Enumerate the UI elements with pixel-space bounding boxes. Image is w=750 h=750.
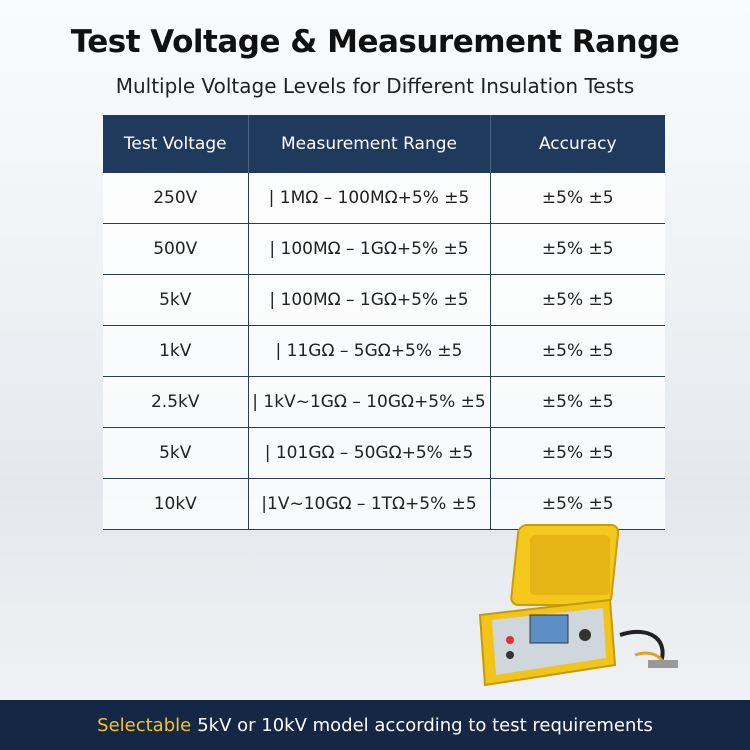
table-cell: 5kV <box>103 427 249 479</box>
table-row: 2.5kV | 1kV~1GΩ – 10GΩ+5% ±5 ±5% ±5 <box>103 376 665 428</box>
table-cell: | 1MΩ – 100MΩ+5% ±5 <box>248 173 491 224</box>
table-row: 5kV | 101GΩ – 50GΩ+5% ±5 ±5% ±5 <box>103 427 665 479</box>
table-row: 500V | 100MΩ – 1GΩ+5% ±5 ±5% ±5 <box>103 223 665 275</box>
table-cell: 250V <box>103 173 249 224</box>
spec-table: Test Voltage Measurement Range Accuracy 25… <box>103 115 665 530</box>
table-cell: ±5% ±5 <box>490 325 665 377</box>
table-cell: 500V <box>103 223 249 275</box>
column-header: Test Voltage <box>103 115 249 173</box>
footer-bar: Selectable 5kV or 10kV model according t… <box>0 700 750 750</box>
table-cell: ±5% ±5 <box>490 376 665 428</box>
table-cell: |1V~10GΩ – 1TΩ+5% ±5 <box>248 478 491 530</box>
footer-highlight: Selectable <box>97 714 192 736</box>
tester-illustration <box>478 524 678 687</box>
table-row: 1kV | 11GΩ – 5GΩ+5% ±5 ±5% ±5 <box>103 325 665 377</box>
table-cell: | 11GΩ – 5GΩ+5% ±5 <box>248 325 491 377</box>
table-cell: 10kV <box>103 478 249 530</box>
title: Test Voltage & Measurement Range <box>70 24 680 60</box>
table-cell: | 1kV~1GΩ – 10GΩ+5% ±5 <box>248 376 491 428</box>
table-cell: ±5% ±5 <box>490 173 665 224</box>
table-row: 5kV | 100MΩ – 1GΩ+5% ±5 ±5% ±5 <box>103 274 665 326</box>
column-header: Measurement Range <box>248 115 491 173</box>
table-cell: 1kV <box>103 325 249 377</box>
table-cell: ±5% ±5 <box>490 274 665 326</box>
table-cell: ±5% ±5 <box>490 478 665 530</box>
table-cell: 5kV <box>103 274 249 326</box>
table-row: 250V | 1MΩ – 100MΩ+5% ±5 ±5% ±5 <box>103 173 665 224</box>
subtitle: Multiple Voltage Levels for Different In… <box>115 74 635 98</box>
table-cell: | 101GΩ – 50GΩ+5% ±5 <box>248 427 491 479</box>
header-row: Test Voltage Measurement Range Accuracy <box>103 115 665 173</box>
table-row: 10kV |1V~10GΩ – 1TΩ+5% ±5 ±5% ±5 <box>103 478 665 530</box>
table-cell: 2.5kV <box>103 376 249 428</box>
footer-text: 5kV or 10kV model according to test requ… <box>197 714 653 736</box>
table-cell: | 100MΩ – 1GΩ+5% ±5 <box>248 223 491 275</box>
table-body: 250V | 1MΩ – 100MΩ+5% ±5 ±5% ±5 500V | 100MΩ… <box>103 173 665 530</box>
table-cell: | 100MΩ – 1GΩ+5% ±5 <box>248 274 491 326</box>
table-cell: ±5% ±5 <box>490 427 665 479</box>
column-header: Accuracy <box>490 115 665 173</box>
table-cell: ±5% ±5 <box>490 223 665 275</box>
